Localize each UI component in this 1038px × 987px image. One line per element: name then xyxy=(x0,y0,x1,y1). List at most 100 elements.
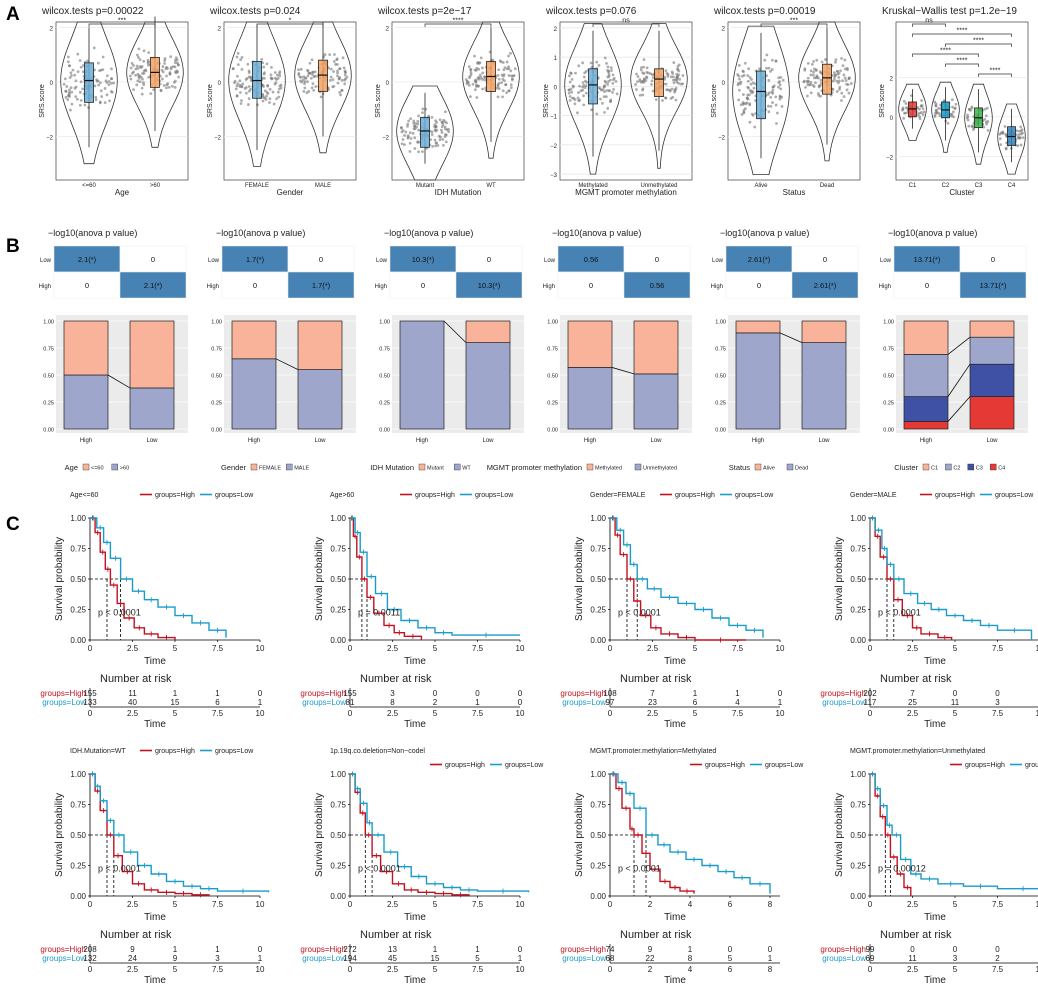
data-point xyxy=(75,97,79,101)
data-point xyxy=(140,86,144,90)
y-tick-label: 0.50 xyxy=(43,374,54,380)
data-point xyxy=(331,78,335,82)
risk-x-tick-label: 5 xyxy=(693,709,698,718)
data-point xyxy=(568,99,572,102)
data-point xyxy=(766,93,770,96)
km-strata-title: MGMT.promoter.methylation=Methylated xyxy=(590,748,716,755)
y-tick-label: 0.50 xyxy=(590,831,606,840)
data-point xyxy=(603,110,606,114)
legend-title: IDH Mutation xyxy=(370,463,414,472)
heatmap-cell xyxy=(557,271,625,299)
data-point xyxy=(413,147,417,150)
p-value-label: p < 0.0001 xyxy=(618,864,661,874)
x-axis-label: Gender xyxy=(277,188,304,197)
data-point xyxy=(819,78,823,82)
stacked-bar-panel: 0.00 0.25 0.50 0.75 1.00 High Low Cluster C1 C2 C3… xyxy=(883,315,1028,472)
data-point xyxy=(603,56,607,60)
data-point xyxy=(503,66,507,70)
data-point xyxy=(76,52,80,56)
data-point xyxy=(673,90,676,94)
data-point xyxy=(602,95,606,98)
y-tick-label: 0.25 xyxy=(547,401,558,407)
data-point xyxy=(671,72,675,75)
data-point xyxy=(661,99,664,102)
km-panel: Age<=60 groups=High groups=Low0.000.250.50… xyxy=(40,492,265,730)
risk-x-tick-label: 0 xyxy=(608,965,613,974)
km-strata-title: Gender=FEMALE xyxy=(590,492,646,499)
legend-title: Gender xyxy=(221,463,247,472)
data-point xyxy=(441,138,445,141)
data-point xyxy=(608,89,611,93)
data-point xyxy=(142,49,146,53)
data-point xyxy=(247,69,251,73)
heatmap-cell-value: 0 xyxy=(151,255,155,264)
risk-x-axis-label: Time xyxy=(924,719,946,730)
y-tick-label: 0.75 xyxy=(330,545,346,554)
risk-x-tick-label: 5 xyxy=(953,965,958,974)
km-strata-title: Age<=60 xyxy=(70,492,99,499)
significance-label: **** xyxy=(957,58,968,65)
data-point xyxy=(413,136,417,140)
box-iqr xyxy=(318,59,328,92)
data-point xyxy=(406,122,410,126)
data-point xyxy=(810,62,814,66)
data-point xyxy=(938,114,942,118)
heatmap-cell-value: 1.7(*) xyxy=(246,255,265,264)
heatmap-title: −log10(anova p value) xyxy=(552,228,641,238)
data-point xyxy=(570,77,574,81)
data-point xyxy=(505,67,509,71)
data-point xyxy=(742,93,745,96)
data-point xyxy=(920,99,923,102)
heatmap-row-label: Low xyxy=(40,258,52,264)
data-point xyxy=(501,61,505,64)
data-point xyxy=(497,87,501,91)
data-point xyxy=(447,130,451,134)
data-point xyxy=(666,88,670,92)
legend-label: Alive xyxy=(763,466,775,472)
data-point xyxy=(447,127,450,131)
data-point xyxy=(774,103,778,107)
data-point xyxy=(582,75,586,79)
data-point xyxy=(771,91,775,95)
data-point xyxy=(277,95,281,99)
chart-title: wilcox.tests p=0.076 xyxy=(545,6,637,17)
x-tick-label: 0 xyxy=(88,644,93,653)
data-point xyxy=(421,111,424,115)
x-axis-label: Time xyxy=(664,656,686,667)
heatmap-row-label: Low xyxy=(544,258,556,264)
data-point xyxy=(636,75,640,78)
data-point xyxy=(469,70,473,74)
data-point xyxy=(572,85,575,89)
data-point xyxy=(66,98,70,102)
data-point xyxy=(344,77,347,81)
data-point xyxy=(175,69,179,73)
heatmap-row-label: High xyxy=(39,284,51,290)
heatmap-panel: −log10(anova p value) Low 13.71(*) 0 High 0 13… xyxy=(879,228,1027,299)
stacked-bar-panel: 0.00 0.25 0.50 0.75 1.00 High Low Status Alive De… xyxy=(715,315,860,472)
risk-value: 0 xyxy=(995,945,1000,954)
data-point xyxy=(74,79,78,83)
data-point xyxy=(109,77,113,81)
risk-x-tick-label: 10 xyxy=(1036,965,1038,974)
data-point xyxy=(477,77,481,81)
risk-x-axis-label: Time xyxy=(144,719,166,730)
data-point xyxy=(819,94,822,98)
risk-x-axis-label: Time xyxy=(404,719,426,730)
data-point xyxy=(110,90,114,94)
legend-swatch xyxy=(82,463,90,471)
data-point xyxy=(642,58,646,62)
data-point xyxy=(984,114,988,118)
x-tick-label: C3 xyxy=(975,183,983,189)
data-point xyxy=(271,90,275,94)
data-point xyxy=(240,68,244,71)
data-point xyxy=(310,58,314,62)
data-point xyxy=(573,98,577,101)
data-point xyxy=(310,86,314,90)
data-point xyxy=(464,78,468,81)
risk-table-title: Number at risk xyxy=(880,929,952,941)
data-point xyxy=(847,76,851,80)
y-tick-label: 1.00 xyxy=(850,770,866,779)
data-point xyxy=(146,63,150,67)
data-point xyxy=(177,75,180,79)
heatmap-row-label: High xyxy=(543,284,555,290)
